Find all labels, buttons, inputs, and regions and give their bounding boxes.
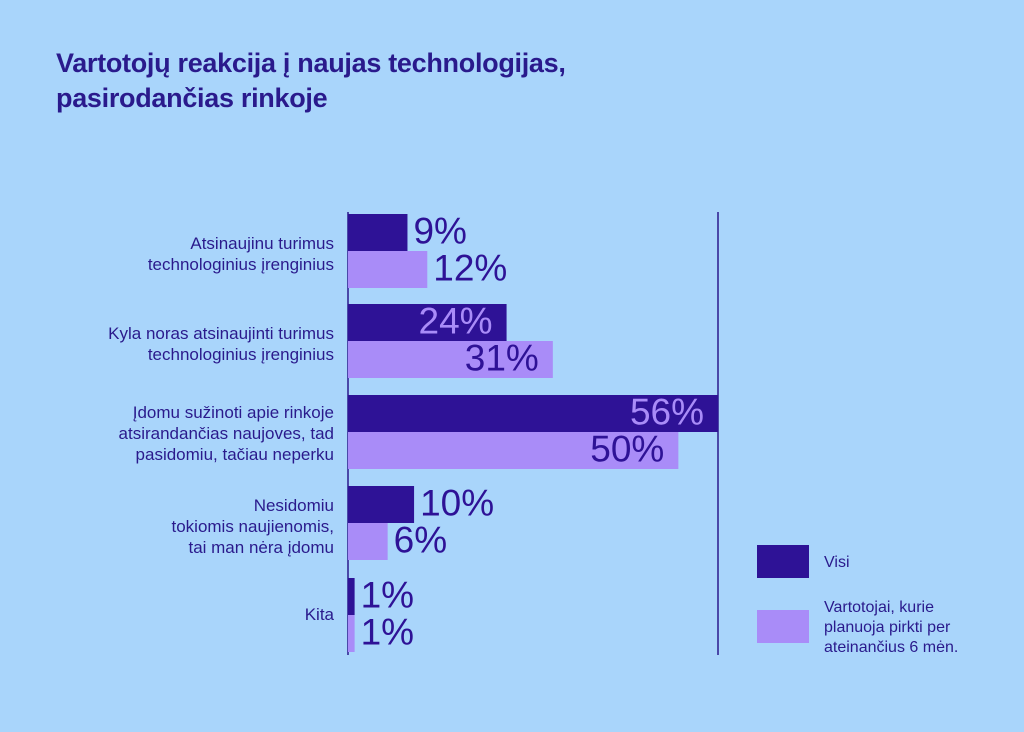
bar-s0-c4 [348,578,355,615]
category-label-2: Įdomu sužinoti apie rinkoje atsirandanči… [118,403,334,464]
bar-s0-c0 [348,214,408,251]
legend-label-visi: Visi [824,554,850,571]
bar-s0-c1 [348,304,507,341]
data-label-s1-c4: 1% [361,611,414,652]
legend-swatch-planning-buyers [757,610,809,643]
chart-title-line-2: pasirodančias rinkoje [56,83,328,113]
category-label-4: Kita [304,605,334,624]
legend-swatch-visi [757,545,809,578]
data-label-s0-c4: 1% [361,574,414,615]
bar-s1-c1 [348,341,553,378]
legend-label-planning-buyers: Vartotojai, kurie planuoja pirkti per at… [824,599,959,656]
data-label-s0-c3: 10% [420,482,494,523]
bar-s0-c3 [348,486,415,523]
data-label-s0-c0: 9% [413,210,466,251]
data-label-s1-c2: 50% [590,428,664,469]
data-label-s0-c2: 56% [630,391,704,432]
category-label-1: Kyla noras atsinaujinti turimus technolo… [108,324,334,364]
category-label-0: Atsinaujinu turimus technologinius įreng… [147,234,334,274]
bar-s1-c4 [348,615,355,652]
category-label-3: Nesidomiu tokiomis naujienomis, tai man … [171,496,334,557]
bar-s1-c2 [348,432,679,469]
data-label-s1-c3: 6% [394,519,447,560]
data-label-s1-c1: 31% [465,337,539,378]
chart-title-line-1: Vartotojų reakcija į naujas technologija… [56,48,566,78]
chart-title: Vartotojų reakcija į naujas technologija… [56,46,566,116]
bar-s1-c0 [348,251,428,288]
data-label-s1-c0: 12% [433,247,507,288]
bar-s1-c3 [348,523,388,560]
bar-s0-c2 [348,395,718,432]
data-label-s0-c1: 24% [419,300,493,341]
